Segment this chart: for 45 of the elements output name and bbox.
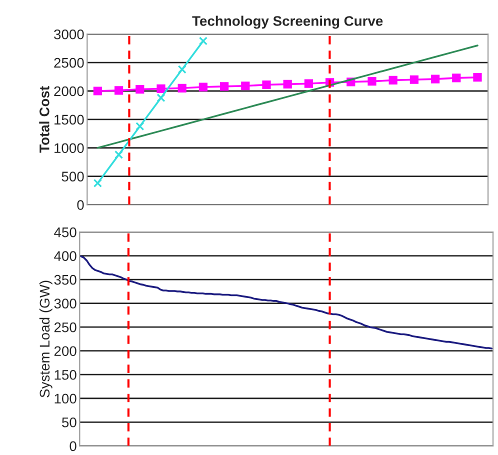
y-tick-label: 2000	[54, 86, 84, 96]
point	[220, 82, 229, 91]
point	[241, 82, 250, 90]
point	[368, 77, 376, 86]
point	[388, 76, 398, 84]
y-tick-label: 100	[54, 394, 76, 404]
y-tick-label: 0	[70, 441, 76, 452]
point	[430, 74, 440, 84]
y-tick-label: 200	[54, 346, 76, 356]
line-series	[80, 255, 493, 350]
point	[93, 178, 102, 188]
point	[178, 65, 186, 74]
y-tick-label: 3000	[54, 29, 84, 40]
y-tick-label: 400	[54, 251, 76, 261]
point	[410, 75, 418, 84]
y-tick-label: 2500	[54, 58, 84, 68]
point	[304, 79, 313, 88]
point	[262, 80, 271, 90]
point	[198, 36, 208, 46]
chart-title: Technology Screening Curve	[192, 16, 383, 29]
point	[156, 84, 166, 94]
point	[114, 150, 124, 160]
y-tick-label: 300	[54, 298, 76, 309]
y-tick-label: 350	[54, 274, 76, 285]
y-axis-title: Total Cost	[39, 86, 50, 153]
y-tick-label: 150	[54, 370, 76, 380]
y-tick-label: 0	[77, 200, 84, 210]
point	[136, 122, 144, 131]
point	[93, 86, 102, 96]
y-tick-label: 1500	[54, 114, 84, 125]
y-tick-label: 500	[62, 172, 84, 182]
point	[136, 84, 144, 94]
point	[198, 82, 208, 92]
y-axis-title: System Load (GW)	[39, 280, 52, 398]
y-tick-label: 1000	[54, 143, 84, 154]
point	[283, 80, 292, 88]
point	[156, 94, 166, 102]
point	[114, 86, 124, 95]
line-series	[96, 44, 478, 149]
y-tick-label: 50	[62, 417, 76, 428]
point	[452, 74, 461, 82]
y-tick-label: 450	[54, 227, 76, 238]
y-tick-label: 250	[54, 322, 76, 332]
point	[178, 84, 186, 92]
point	[473, 73, 482, 82]
